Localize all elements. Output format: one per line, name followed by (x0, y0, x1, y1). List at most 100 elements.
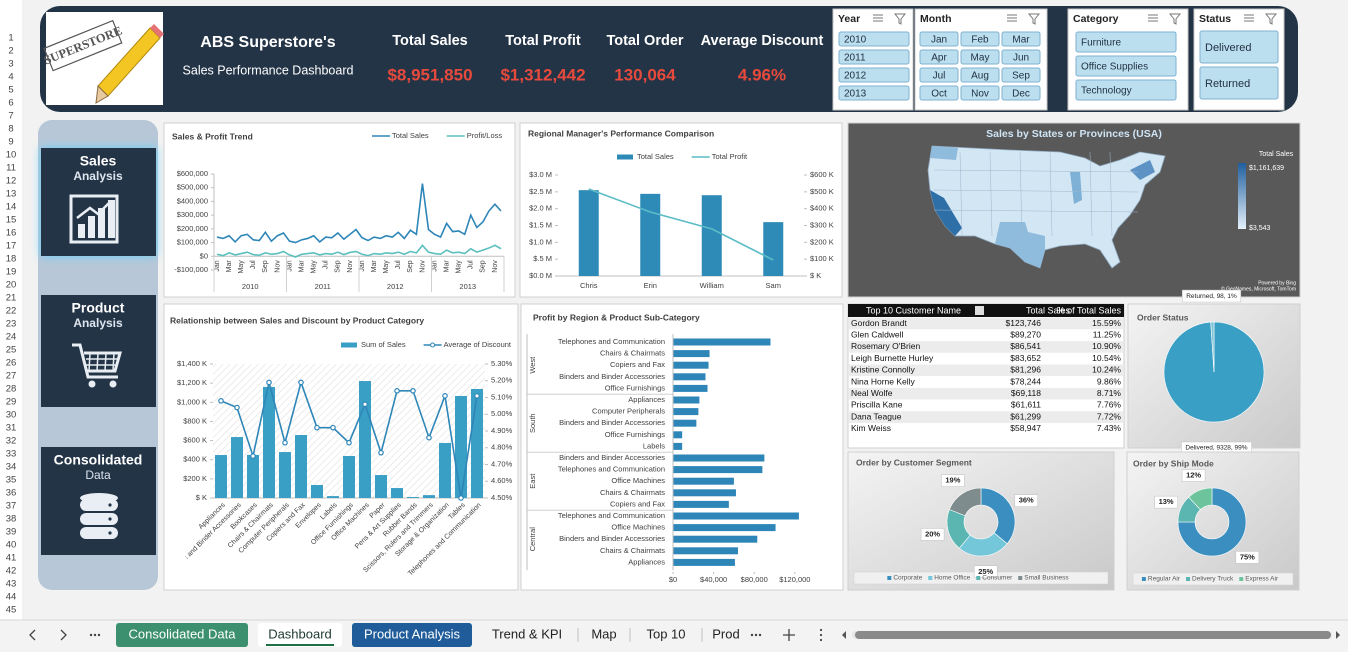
sheet-tab[interactable]: Top 10 (632, 623, 700, 647)
sheet-tab-bg[interactable] (352, 623, 472, 647)
table-row-bg (849, 341, 1123, 353)
slicer-button[interactable] (838, 67, 910, 83)
slicer-item[interactable]: Delivered (1199, 30, 1279, 64)
slicer-item[interactable]: 2013 (838, 85, 910, 101)
slicer-item[interactable]: Jan (919, 31, 959, 47)
chart-title: Relationship between Sales and Discount … (170, 315, 424, 325)
sheet-tab[interactable]: Prod (702, 623, 750, 647)
slicer-item[interactable]: Sep (1001, 67, 1041, 83)
table-cell: Gordon Brandt (851, 318, 907, 328)
slicer-item[interactable]: Office Supplies (1075, 55, 1177, 77)
slicer-button[interactable] (838, 31, 910, 47)
slicer-item[interactable]: Technology (1075, 79, 1177, 101)
slicer-item[interactable]: Furniture (1075, 31, 1177, 53)
slicer-item[interactable]: May (960, 49, 1000, 65)
more-tabs-icon[interactable] (754, 633, 758, 637)
row-number: 28 (6, 384, 17, 395)
table-cell: $83,652 (1010, 353, 1041, 363)
y-tick-label: -$100,000 (174, 265, 208, 274)
more-sheets-icon[interactable] (97, 633, 101, 637)
slicer-button[interactable] (838, 49, 910, 65)
slicer-item[interactable]: Jun (1001, 49, 1041, 65)
row-number: 37 (6, 501, 17, 512)
row-number: 40 (6, 540, 17, 551)
add-sheet-icon[interactable] (783, 629, 795, 641)
slicer-button[interactable] (919, 85, 959, 101)
more-tabs-icon[interactable] (750, 633, 754, 637)
slicer-item-label: Aug (971, 71, 989, 82)
options-icon[interactable] (819, 638, 823, 642)
slicer-item-label: 2010 (844, 35, 867, 46)
sheet-tab-bg[interactable] (116, 623, 248, 647)
next-sheet-icon[interactable] (60, 629, 67, 641)
x-tick-label: Jan (214, 260, 221, 271)
slicer-button[interactable] (1075, 31, 1177, 53)
sheet-tab[interactable]: Trend & KPI (478, 623, 576, 647)
slicer-button[interactable] (960, 67, 1000, 83)
more-sheets-icon[interactable] (93, 633, 97, 637)
slicer-item[interactable]: Nov (960, 85, 1000, 101)
slicer-button[interactable] (960, 85, 1000, 101)
slicer-button[interactable] (960, 31, 1000, 47)
more-sheets-icon[interactable] (89, 633, 93, 637)
kpi-label: Total Order (606, 33, 683, 49)
scrollbar-thumb[interactable] (855, 631, 1331, 639)
sheet-tab[interactable]: Dashboard (258, 623, 342, 647)
slicer-item[interactable]: 2012 (838, 67, 910, 83)
legend-swatch (976, 576, 981, 580)
slicer-button[interactable] (1075, 55, 1177, 77)
y-tick-label: $0 (200, 251, 208, 260)
nav-button-bg[interactable] (41, 295, 156, 407)
slicer-button[interactable] (919, 67, 959, 83)
slicer-item[interactable]: 2010 (838, 31, 910, 47)
slicer-button[interactable] (1199, 30, 1279, 64)
legend-swatch (617, 154, 633, 160)
y2-tick-label: 5.00% (491, 409, 513, 418)
slicer-button[interactable] (838, 85, 910, 101)
slicer-button[interactable] (1001, 85, 1041, 101)
slicer-button[interactable] (1075, 79, 1177, 101)
state-border (933, 189, 1139, 193)
sheet-tab-bg[interactable] (258, 623, 342, 647)
slicer-button[interactable] (919, 31, 959, 47)
legend-label: Corporate (893, 575, 922, 582)
slicer-button[interactable] (1199, 66, 1279, 100)
slicer-button[interactable] (1001, 49, 1041, 65)
slicer-button[interactable] (960, 49, 1000, 65)
slicer: Month Jan Feb Mar Apr May Jun Jul Aug Sep Oct Nov De… (914, 8, 1048, 111)
slicer-button[interactable] (1001, 31, 1041, 47)
line-marker (234, 404, 240, 411)
slicer-item[interactable]: Oct (919, 85, 959, 101)
slicer-item[interactable]: Apr (919, 49, 959, 65)
slicer-item-label: May (971, 53, 990, 64)
sheet-tab[interactable]: Consolidated Data (116, 623, 248, 647)
more-tabs-icon[interactable] (758, 633, 762, 637)
slicer-item[interactable]: Mar (1001, 31, 1041, 47)
row-number: 27 (6, 371, 17, 382)
scroll-right-icon[interactable] (1336, 631, 1340, 639)
sheet-tab[interactable]: Map (580, 623, 628, 647)
slicer-button[interactable] (1001, 67, 1041, 83)
options-icon[interactable] (819, 633, 823, 637)
slicer-item[interactable]: Returned (1199, 66, 1279, 100)
kpi-value: 4.96% (738, 65, 786, 84)
slicer-item[interactable]: Feb (960, 31, 1000, 47)
legend-label: Home Office (934, 575, 970, 582)
scroll-left-icon[interactable] (842, 631, 846, 639)
slicer-item[interactable]: Dec (1001, 85, 1041, 101)
options-icon[interactable] (819, 628, 823, 632)
donut-slice (948, 487, 982, 517)
sheet-tab[interactable]: Product Analysis (352, 623, 472, 647)
legend-swatch (1141, 577, 1146, 581)
slicer-button[interactable] (919, 49, 959, 65)
y-tick-label: Binders and Binder Accessories (559, 372, 665, 381)
table-row-bg (849, 376, 1123, 388)
slicer-item[interactable]: Jul (919, 67, 959, 83)
data-label-text: 19% (945, 476, 960, 485)
slicer-item[interactable]: 2011 (838, 49, 910, 65)
slicer-item[interactable]: Aug (960, 67, 1000, 83)
prev-sheet-icon[interactable] (29, 629, 36, 641)
